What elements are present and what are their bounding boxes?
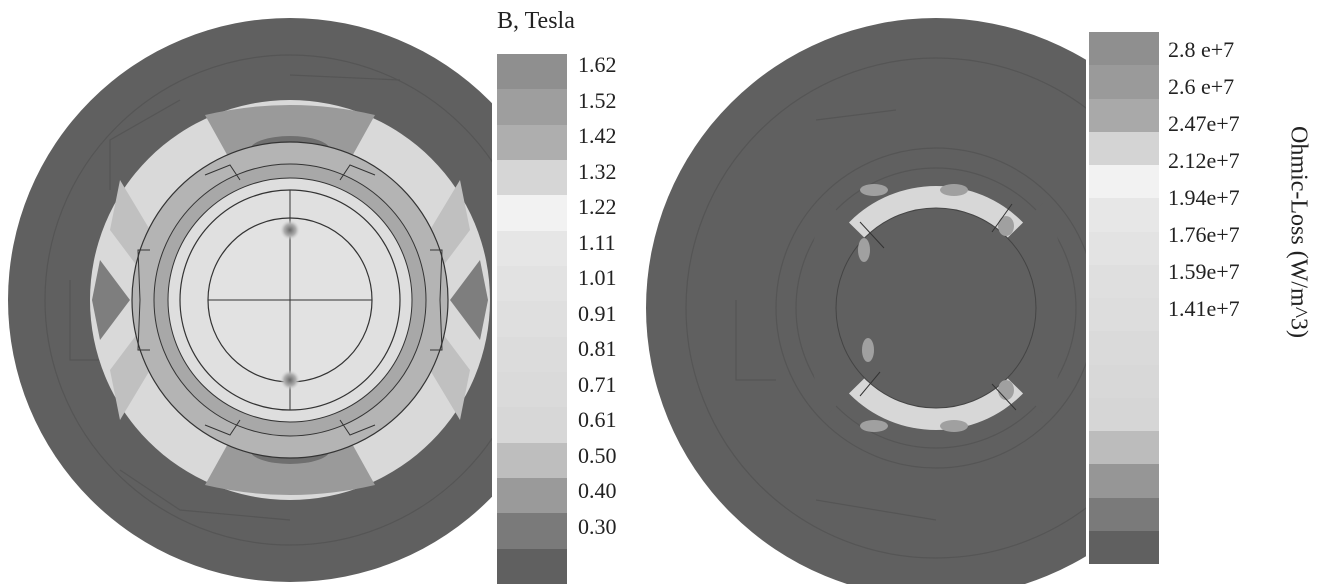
colorbar-band [497,513,567,549]
colorbar-tick-label: 1.22 [578,194,617,219]
colorbar-tick-label: 2.6 e+7 [1168,74,1235,99]
loss-winding-outlines [685,57,1086,559]
colorbar-band [497,265,567,302]
colorbar-band [1089,98,1159,132]
loss-rotor-core [835,207,1037,409]
pole-spot-bottom [280,370,300,390]
colorbar-tick-label: 1.41e+7 [1168,296,1240,321]
pole-spot-top [280,220,300,240]
colorbar-band [1089,364,1159,398]
colorbar-tick-label: 0.81 [578,336,617,361]
colorbar-tick-label: 1.62 [578,52,617,77]
colorbar-band [1089,231,1159,265]
colorbar-tick-label: 1.59e+7 [1168,259,1240,284]
colorbar-band [1089,65,1159,99]
rotor-sector-lines [137,164,443,436]
colorbar-tick-label: 1.42 [578,123,617,148]
winding-outlines [44,54,492,546]
colorbar-tick-label: 0.61 [578,407,617,432]
flux-colorbar [497,54,567,584]
colorbar-tick-label: 0.30 [578,513,617,539]
colorbar-band [1089,131,1159,165]
colorbar-tick-label: 1.94e+7 [1168,185,1240,210]
colorbar-band [1089,464,1159,498]
colorbar-band [497,407,567,443]
colorbar-tick-label: 1.52 [578,87,617,113]
flux-legend-title: B, Tesla [497,8,575,34]
flux-density-map [8,18,492,582]
colorbar-tick-label: 0.40 [578,478,617,503]
colorbar-band [497,124,567,160]
colorbar-tick-label: 1.32 [578,158,617,184]
colorbar-band [1089,530,1159,564]
colorbar-tick-label: 2.47e+7 [1168,111,1240,136]
colorbar-tick-label: 1.01 [578,265,617,290]
loss-colorbar [1089,32,1159,564]
colorbar-band [497,230,567,266]
colorbar-band [1089,397,1159,431]
ohmic-loss-plot [636,0,1086,584]
flux-hotspots [92,105,488,495]
colorbar-band [1089,298,1159,332]
flux-density-plot [0,0,492,584]
colorbar-band [1089,198,1159,232]
loss-sector-lines [859,203,1017,411]
colorbar-band [497,336,567,372]
loss-legend-title: Ohmic-Loss (W/m^3) [1285,126,1312,338]
colorbar-band [1089,331,1159,365]
colorbar-band [497,301,567,337]
colorbar-tick-label: 2.12e+7 [1168,148,1240,173]
colorbar-band [497,89,567,125]
colorbar-band [1089,264,1159,298]
colorbar-tick-label: 0.50 [578,442,617,468]
colorbar-band [1089,165,1159,199]
colorbar-band [497,442,567,478]
colorbar-tick-label: 1.11 [578,229,616,255]
loss-hotspots [858,184,1014,432]
colorbar-band [497,54,567,90]
colorbar-band [497,195,567,231]
colorbar-band [497,371,567,408]
loss-legend-title-container: Ohmic-Loss (W/m^3) [1278,82,1318,382]
colorbar-tick-label: 1.76e+7 [1168,222,1240,247]
colorbar-band [1089,431,1159,465]
colorbar-band [1089,32,1159,66]
colorbar-tick-label: 2.8 e+7 [1168,37,1235,62]
colorbar-band [497,477,567,514]
colorbar-tick-label: 0.91 [578,300,617,326]
colorbar-band [497,159,567,196]
colorbar-tick-label: 0.71 [578,371,617,397]
colorbar-band [1089,497,1159,531]
colorbar-band [497,548,567,584]
ohmic-loss-map [646,18,1086,584]
